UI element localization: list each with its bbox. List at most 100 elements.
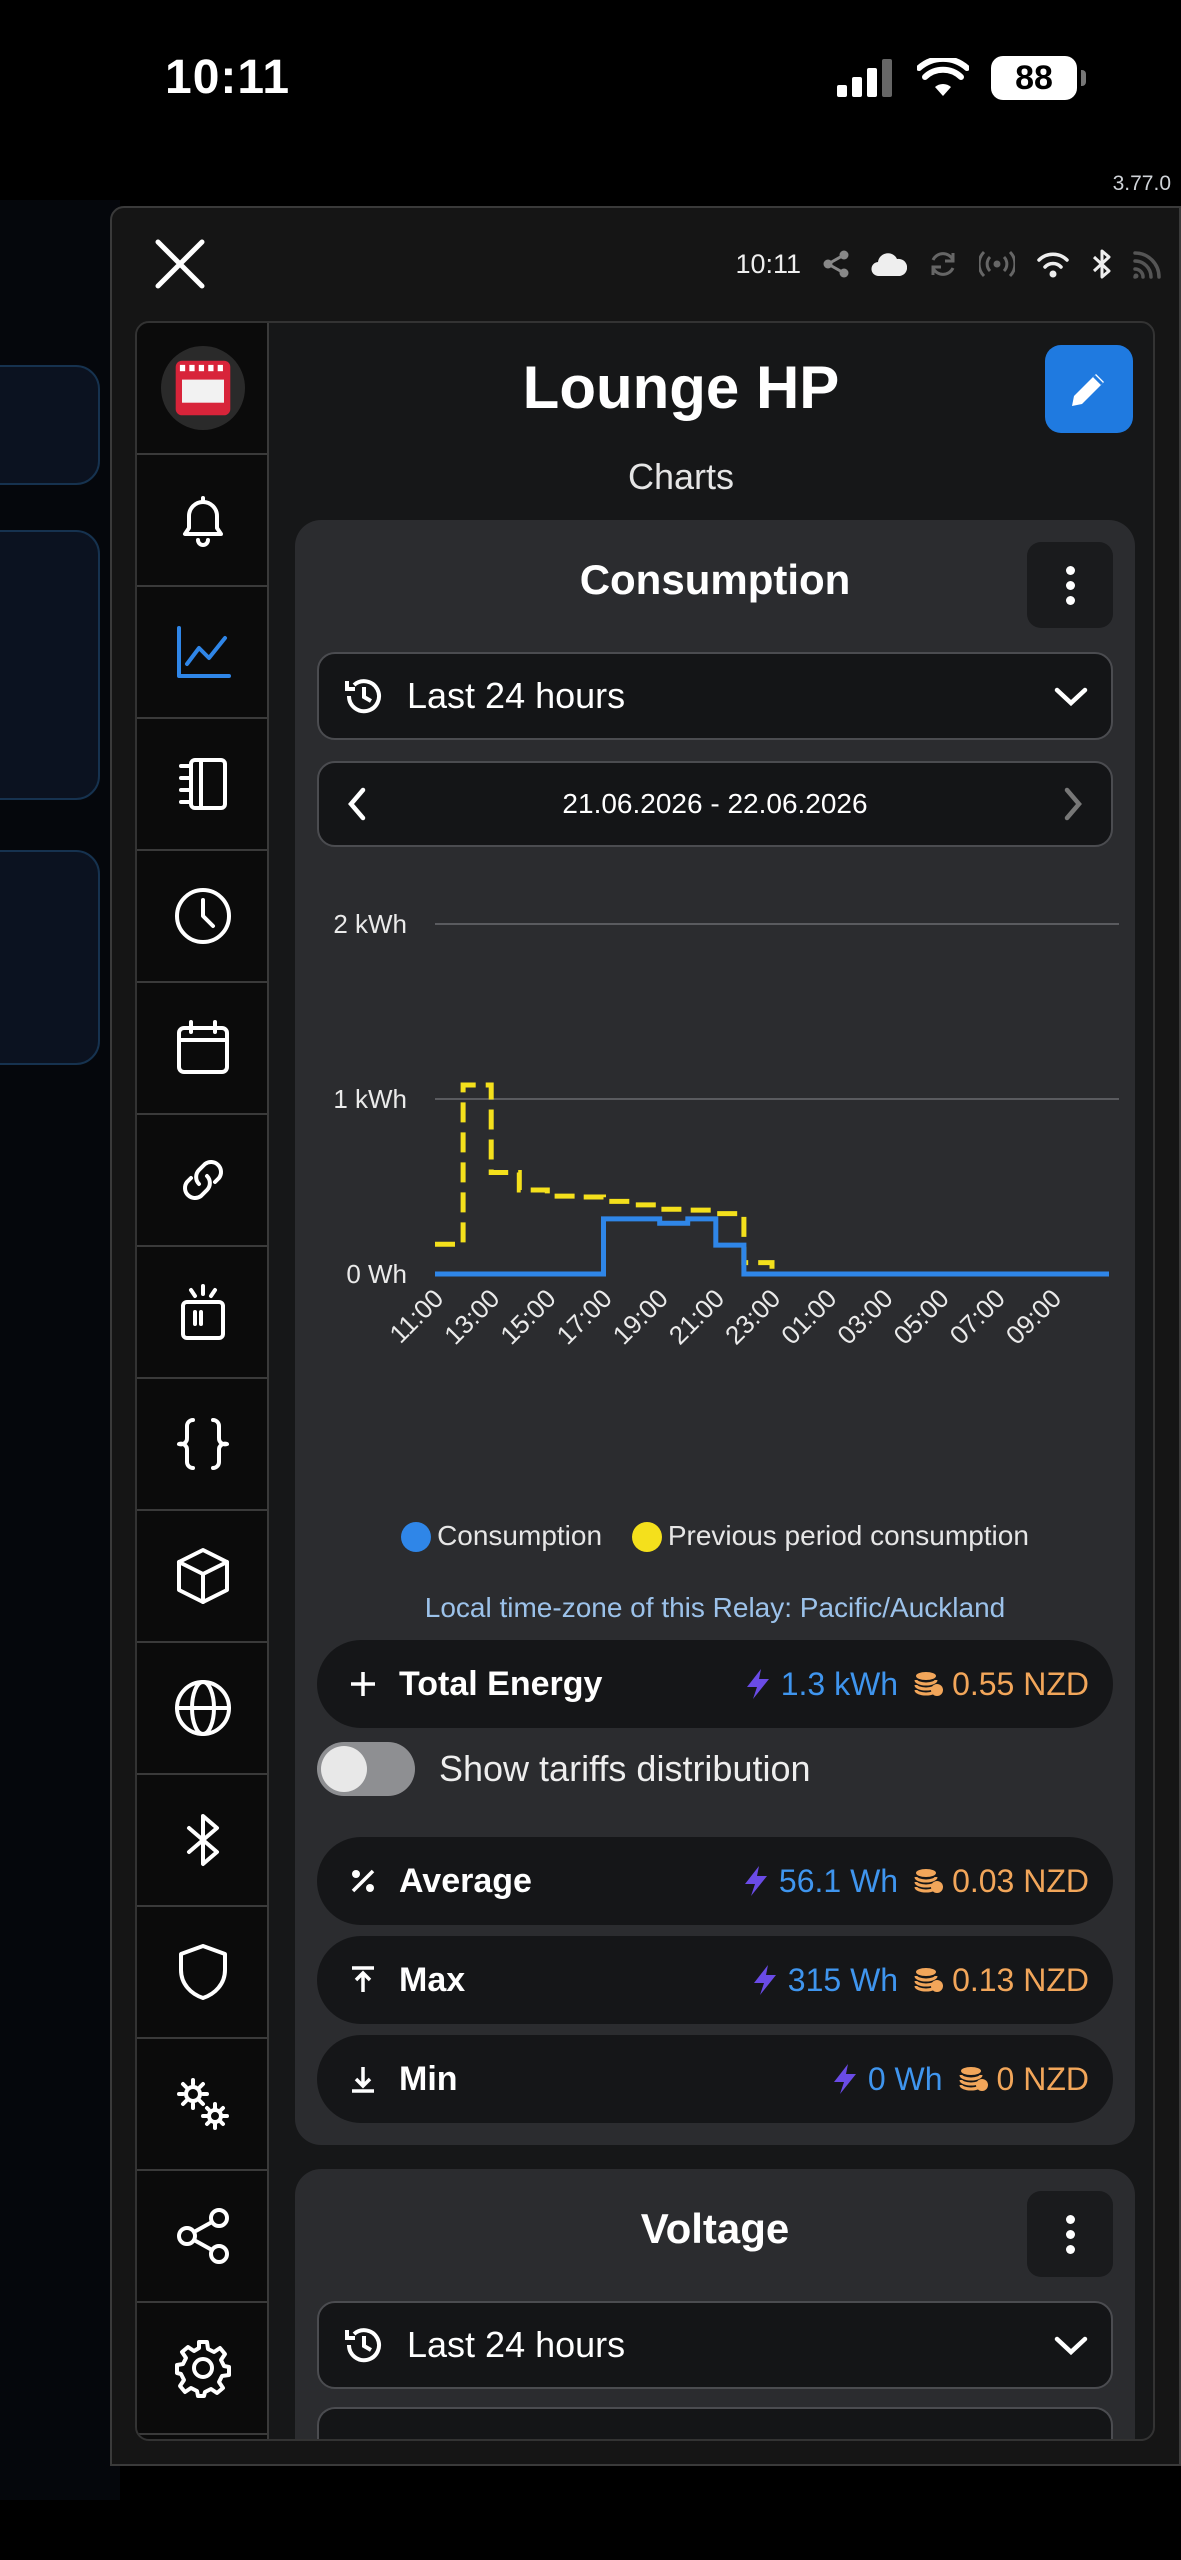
sidebar-item-scripts[interactable] (137, 1379, 269, 1511)
status-time: 10:11 (165, 51, 291, 104)
average-label: Average (399, 1861, 532, 1900)
history-icon (345, 2328, 381, 2363)
legend-consumption[interactable]: Consumption (437, 1520, 603, 1551)
timezone-note: Local time-zone of this Relay: Pacific/A… (424, 1592, 1006, 1623)
status-icons: 88 (837, 56, 1086, 100)
lightning-icon (746, 1669, 769, 1699)
device-alert-icon (181, 1284, 225, 1340)
clock-icon (175, 888, 231, 944)
sidebar (137, 323, 269, 2439)
plus-icon (343, 1664, 383, 1704)
consumption-card: Consumption Last 24 hours 21.06.2026 - 2… (295, 520, 1135, 2145)
total-energy-value: 1.3 kWh (780, 1665, 899, 1702)
min-row: Min 0 Wh 0 NZD (317, 2035, 1113, 2123)
calendar-icon (177, 1020, 229, 1074)
tariffs-toggle[interactable] (317, 1742, 415, 1796)
x-tick-label: 19:00 (607, 1283, 674, 1350)
document-icon (179, 758, 227, 810)
average-row: Average 56.1 Wh 0.03 NZD (317, 1837, 1113, 1925)
chevron-left-icon[interactable] (345, 786, 369, 822)
chart-legend: Consumption Previous period consumption (295, 1520, 1135, 1552)
page-subtitle: Charts (627, 456, 735, 497)
background-card (0, 530, 100, 800)
lightning-icon (753, 1965, 776, 1995)
sidebar-item-actions[interactable] (137, 1247, 269, 1379)
sidebar-item-device[interactable] (137, 323, 269, 455)
max-energy-value: 315 Wh (787, 1961, 899, 1998)
coins-icon (914, 1672, 944, 1696)
x-tick-label: 01:00 (775, 1283, 842, 1350)
voltage-period-select[interactable]: Last 24 hours (317, 2301, 1113, 2389)
sidebar-item-details[interactable] (137, 719, 269, 851)
sidebar-item-security[interactable] (137, 1907, 269, 2039)
lightning-icon (833, 2064, 856, 2094)
sidebar-item-notifications[interactable] (137, 455, 269, 587)
pencil-icon (1072, 374, 1104, 406)
voltage-card: Voltage Last 24 hours (295, 2169, 1135, 2439)
min-energy-value: 0 Wh (867, 2060, 943, 2097)
sidebar-item-links[interactable] (137, 1115, 269, 1247)
wifi-icon (1037, 252, 1069, 278)
sidebar-item-schedules[interactable] (137, 851, 269, 983)
sidebar-item-bluetooth[interactable] (137, 1775, 269, 1907)
consumption-menu-button[interactable] (1027, 542, 1113, 628)
y-tick-label: 1 kWh (333, 1084, 407, 1114)
series-line-consumption (435, 1216, 1109, 1277)
chevron-down-icon (1054, 2336, 1088, 2356)
x-tick-label: 05:00 (888, 1283, 955, 1350)
share-icon (177, 2208, 229, 2264)
device-title: Lounge HP (522, 354, 840, 421)
sidebar-item-settings[interactable] (137, 2303, 269, 2435)
bluetooth-icon (187, 1814, 219, 1866)
consumption-title: Consumption (579, 556, 851, 603)
sidebar-item-charts[interactable] (137, 587, 269, 719)
braces-icon (177, 1418, 229, 1470)
share-icon (823, 250, 849, 278)
panel-topbar: 10:11 (112, 208, 1179, 316)
average-energy-value: 56.1 Wh (778, 1862, 899, 1899)
max-row: Max 315 Wh 0.13 NZD (317, 1936, 1113, 2024)
x-tick-label: 15:00 (494, 1283, 561, 1350)
wifi-status-icon (917, 58, 969, 96)
sidebar-item-sharing[interactable] (137, 2171, 269, 2303)
sidebar-item-components[interactable] (137, 1511, 269, 1643)
sidebar-item-advanced-settings[interactable] (137, 2039, 269, 2171)
date-range-label: 21.06.2026 - 22.06.2026 (562, 788, 868, 819)
sidebar-item-web[interactable] (137, 1643, 269, 1775)
x-tick-label: 23:00 (719, 1283, 786, 1350)
shield-icon (179, 1944, 227, 2000)
legend-dot-previous (631, 1522, 662, 1552)
min-money-value: 0 NZD (996, 2060, 1089, 2097)
x-tick-label: 13:00 (438, 1283, 505, 1350)
chart-line-icon (177, 626, 231, 678)
device-content: Lounge HP Charts Consumption Last 24 hou… (135, 321, 1155, 2441)
gears-icon (177, 2078, 229, 2130)
edit-button[interactable] (1045, 345, 1133, 433)
lightning-icon (744, 1866, 767, 1896)
sidebar-item-calendar[interactable] (137, 983, 269, 1115)
gear-icon (175, 2340, 231, 2398)
x-tick-label: 21:00 (663, 1283, 730, 1350)
tariffs-toggle-label: Show tariffs distribution (439, 1748, 811, 1789)
total-energy-row[interactable]: Total Energy 1.3 kWh 0.55 NZD (317, 1640, 1113, 1728)
bluetooth-icon (1092, 249, 1111, 279)
charts-page: Lounge HP Charts Consumption Last 24 hou… (271, 323, 1153, 2439)
x-tick-label: 17:00 (551, 1283, 618, 1350)
bell-icon (183, 496, 223, 547)
legend-previous[interactable]: Previous period consumption (667, 1520, 1029, 1551)
close-icon[interactable] (152, 236, 208, 292)
period-select[interactable]: Last 24 hours (317, 652, 1113, 740)
date-range-navigator: 21.06.2026 - 22.06.2026 (317, 761, 1113, 847)
connection-status-icons: 10:11 (735, 248, 1165, 280)
arrow-down-to-line-icon (343, 2059, 383, 2099)
voltage-date-range (317, 2407, 1113, 2439)
voltage-menu-button[interactable] (1027, 2191, 1113, 2277)
coins-icon (914, 1869, 944, 1893)
x-tick-label: 11:00 (383, 1283, 449, 1349)
x-tick-label: 09:00 (1000, 1283, 1067, 1350)
chevron-right-icon[interactable] (1061, 786, 1085, 822)
cloud-icon (871, 253, 907, 277)
chevron-down-icon (1054, 687, 1088, 707)
background-card (0, 365, 100, 485)
